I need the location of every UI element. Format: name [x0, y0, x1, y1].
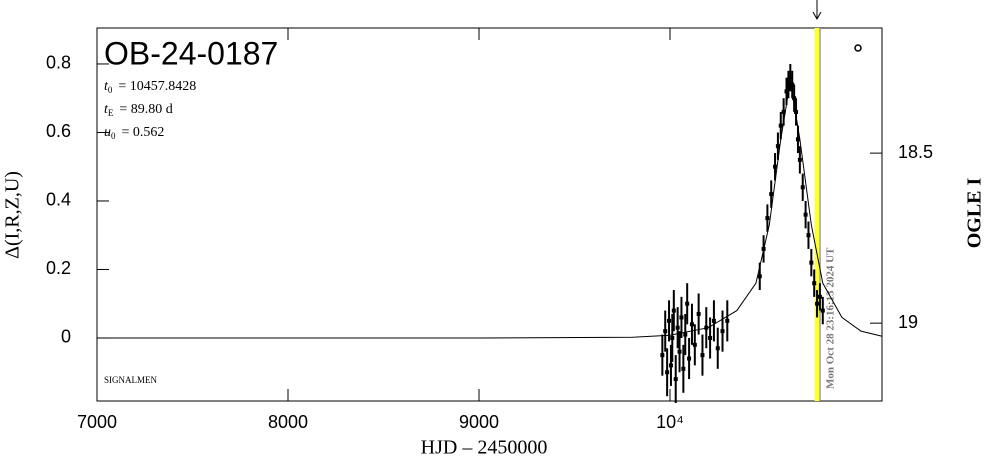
parameter-subscript: 0 — [108, 85, 113, 95]
y-tick-label: 0.4 — [46, 190, 71, 210]
x-tick-label: 10⁴ — [656, 412, 684, 432]
data-point — [677, 349, 682, 354]
data-point — [692, 342, 697, 347]
data-point — [757, 274, 762, 279]
data-point — [800, 185, 805, 190]
data-point — [685, 301, 690, 306]
parameter-value: = 89.80 d — [119, 102, 172, 117]
credit: SIGNALMEN — [104, 375, 157, 385]
data-point — [775, 144, 780, 149]
data-point — [704, 325, 709, 330]
data-point — [675, 325, 680, 330]
data-point — [679, 315, 684, 320]
data-point — [790, 82, 795, 87]
arrow-head — [812, 11, 822, 21]
x-tick-label: 8000 — [268, 412, 308, 432]
data-point — [671, 308, 676, 313]
data-point — [773, 164, 778, 169]
parameter-value: = 10457.8428 — [118, 79, 196, 94]
data-point — [792, 96, 797, 101]
data-point — [660, 353, 665, 358]
data-point — [696, 312, 701, 317]
y-tick-label: 0.6 — [46, 121, 71, 141]
data-point — [687, 356, 692, 361]
x-tick-label: 7000 — [77, 412, 117, 432]
data-point — [784, 89, 789, 94]
parameter: u0 = 0.562 — [104, 125, 164, 141]
data-point — [778, 123, 783, 128]
data-point — [715, 346, 720, 351]
data-point — [725, 318, 730, 323]
data-point — [761, 246, 766, 251]
marker-symbol — [854, 44, 862, 52]
parameter: tE = 89.80 d — [104, 102, 173, 118]
parameter-symbol: t — [104, 102, 109, 117]
data-point — [673, 377, 678, 382]
data-point — [794, 109, 799, 114]
data-point — [711, 318, 716, 323]
data-point — [809, 260, 814, 265]
y2-tick-label: 18.5 — [898, 142, 933, 162]
data-point — [786, 82, 791, 87]
data-point — [815, 301, 820, 306]
y2-axis-label: OGLE I — [964, 177, 986, 248]
parameter-subscript: E — [108, 108, 114, 118]
data-point — [663, 329, 668, 334]
y-tick-label: 0.8 — [46, 53, 71, 73]
data-point — [820, 308, 825, 313]
timestamp: Mon Oct 28 23:16:13 2024 UT — [825, 247, 837, 389]
data-point — [683, 332, 688, 337]
data-point — [806, 233, 811, 238]
data-point — [817, 294, 822, 299]
data-point — [708, 335, 713, 340]
parameter: t0 = 10457.8428 — [104, 79, 196, 95]
parameter-value: = 0.562 — [122, 125, 165, 140]
data-point — [689, 322, 694, 327]
data-point — [665, 370, 670, 375]
data-point — [668, 363, 673, 368]
data-point — [812, 281, 817, 286]
data-point — [700, 353, 705, 358]
y-axis-label: Δ(I,R,Z,U) — [2, 171, 24, 259]
y2-tick-label: 19 — [898, 312, 918, 332]
data-point — [769, 192, 774, 197]
parameter-subscript: 0 — [111, 131, 116, 141]
data-point — [681, 366, 686, 371]
data-point — [670, 335, 675, 340]
data-point — [803, 212, 808, 217]
data-point — [765, 216, 770, 221]
data-point — [667, 318, 672, 323]
data-point — [797, 157, 802, 162]
model-curve — [97, 81, 883, 339]
parameter-symbol: t — [104, 79, 109, 94]
x-tick-label: 9000 — [459, 412, 499, 432]
y-tick-label: 0 — [61, 327, 71, 347]
data-point — [788, 75, 793, 80]
chart-title: OB-24-0187 — [104, 35, 278, 71]
data-point — [781, 109, 786, 114]
plot-frame — [96, 27, 883, 402]
parameter-symbol: u — [104, 125, 111, 140]
data-point — [795, 137, 800, 142]
y-tick-label: 0.2 — [46, 258, 71, 278]
x-axis-label: HJD – 2450000 — [421, 437, 548, 459]
data-point — [720, 329, 725, 334]
